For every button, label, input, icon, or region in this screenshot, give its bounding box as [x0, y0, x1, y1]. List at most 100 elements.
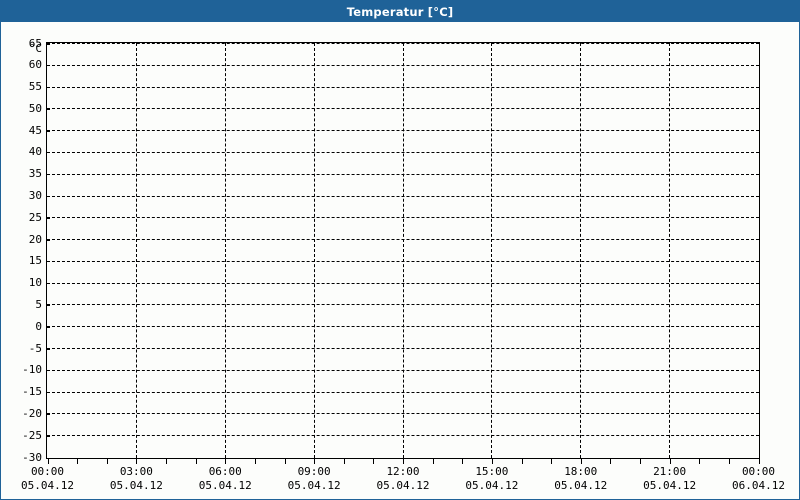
- x-axis-tick-time: 06:00: [208, 465, 242, 478]
- y-axis-tick: [46, 348, 50, 350]
- y-axis-tick: [46, 392, 50, 394]
- x-axis-tick-major: [758, 459, 760, 464]
- grid-line-vertical: [402, 43, 404, 458]
- x-axis-tick-date: 05.04.12: [109, 479, 163, 492]
- y-axis-tick: [46, 457, 50, 459]
- y-axis-tick-label: -25: [22, 428, 42, 442]
- x-axis-tick-minor: [699, 459, 701, 464]
- y-axis-tick-label: -10: [22, 363, 42, 377]
- x-axis-tick-date: 05.04.12: [198, 479, 252, 492]
- x-axis-tick-date: 06.04.12: [732, 479, 785, 492]
- y-axis-tick: [46, 217, 50, 219]
- y-axis-tick: [46, 152, 50, 154]
- y-axis-tick-label: 25: [28, 210, 42, 224]
- x-axis-tick-label: 03:00 05.04.12: [76, 465, 196, 493]
- y-axis-tick-label: 5: [35, 297, 42, 311]
- x-axis-tick-minor: [373, 459, 375, 464]
- x-axis-tick-date: 05.04.12: [21, 479, 74, 492]
- x-axis-tick-minor: [462, 459, 464, 464]
- x-axis-tick-date: 05.04.12: [376, 479, 430, 492]
- y-axis-tick: [46, 326, 50, 328]
- y-axis-tick-label: 60: [28, 58, 42, 72]
- x-axis-tick-label: 18:00 05.04.12: [521, 465, 641, 493]
- x-axis-tick-major: [314, 459, 316, 464]
- x-axis-tick-label: 00:00 06.04.12: [699, 465, 800, 493]
- y-axis-tick: [46, 174, 50, 176]
- x-axis-tick-time: 09:00: [297, 465, 331, 478]
- window-title-bar: Temperatur [°C]: [1, 1, 799, 22]
- y-axis-tick-label: -20: [22, 406, 42, 420]
- y-axis-tick-label: 45: [28, 123, 42, 137]
- grid-line-vertical: [224, 43, 226, 458]
- y-axis-tick-label: 10: [28, 276, 42, 290]
- grid-container: [47, 43, 759, 458]
- grid-line-vertical: [135, 43, 137, 458]
- y-axis-tick-label: -15: [22, 385, 42, 399]
- grid-line-vertical: [491, 43, 493, 458]
- x-axis-tick-time: 15:00: [475, 465, 509, 478]
- x-axis-tick-label: 15:00 05.04.12: [432, 465, 552, 493]
- x-axis-tick-major: [669, 459, 671, 464]
- grid-line-vertical: [580, 43, 582, 458]
- plot-area: [46, 42, 760, 459]
- x-axis-tick-label: 12:00 05.04.12: [343, 465, 463, 493]
- x-axis-tick-minor: [284, 459, 286, 464]
- x-axis-tick-time: 00:00: [741, 465, 776, 478]
- y-axis-tick: [46, 413, 50, 415]
- x-axis-tick-time: 00:00: [30, 465, 65, 478]
- y-axis-tick: [46, 370, 50, 372]
- page-title: Temperatur [°C]: [346, 4, 454, 19]
- y-axis-tick: [46, 283, 50, 285]
- x-axis: 00:00 05.04.12 03:00 05.04.12 06:00 05.04.12 0…: [1, 459, 800, 499]
- x-axis-tick-major: [491, 459, 493, 464]
- x-axis-tick-minor: [640, 459, 641, 464]
- x-axis-tick-minor: [166, 459, 167, 464]
- x-axis-tick-major: [47, 459, 49, 464]
- y-axis-tick: [46, 108, 50, 110]
- y-axis-tick-label: -5: [28, 341, 42, 355]
- y-axis-tick-label: 35: [28, 167, 42, 181]
- y-axis-tick-label: 55: [28, 80, 42, 94]
- y-axis-tick-label: 50: [28, 101, 42, 115]
- x-axis-tick-time: 18:00: [564, 465, 598, 478]
- x-axis-tick-minor: [343, 459, 345, 464]
- y-axis: °C 65 60 55 50 45 40 35 30 25 20 15 10 5 0 -5 -10 -15 -20-…: [1, 36, 42, 464]
- y-axis-tick-label: 65: [28, 36, 42, 50]
- y-axis-tick: [46, 87, 50, 89]
- y-axis-tick-label: -30: [22, 450, 42, 464]
- y-axis-tick-label: 30: [28, 189, 42, 203]
- x-axis-tick-label: 06:00 05.04.12: [165, 465, 285, 493]
- x-axis-tick-minor: [521, 459, 523, 464]
- y-axis-tick: [46, 43, 50, 45]
- x-axis-tick-minor: [610, 459, 612, 464]
- x-axis-tick-label: 21:00 05.04.12: [610, 465, 730, 493]
- y-axis-tick: [46, 196, 50, 198]
- y-axis-unit-label: °C: [28, 42, 42, 55]
- x-axis-tick-minor: [195, 459, 197, 464]
- y-axis-tick: [46, 65, 50, 67]
- y-axis-tick-label: 15: [28, 254, 42, 268]
- y-axis-tick: [46, 435, 50, 437]
- x-axis-tick-label: 00:00 05.04.12: [1, 465, 108, 493]
- x-axis-tick-major: [580, 459, 582, 464]
- y-axis-tick: [46, 261, 50, 263]
- x-axis-tick-minor: [432, 459, 434, 464]
- y-axis-tick: [46, 130, 50, 132]
- x-axis-tick-minor: [77, 459, 79, 464]
- x-axis-tick-date: 05.04.12: [643, 479, 697, 492]
- x-axis-tick-major: [403, 459, 404, 464]
- x-axis-tick-date: 05.04.12: [465, 479, 519, 492]
- y-axis-tick: [46, 304, 50, 306]
- x-axis-tick-label: 09:00 05.04.12: [254, 465, 374, 493]
- x-axis-tick-minor: [728, 459, 730, 464]
- x-axis-tick-time: 21:00: [653, 465, 687, 478]
- grid-line-vertical: [313, 43, 315, 458]
- x-axis-tick-time: 03:00: [119, 465, 153, 478]
- y-axis-tick-label: 0: [35, 319, 42, 333]
- x-axis-tick-date: 05.04.12: [554, 479, 608, 492]
- grid-line-vertical: [669, 43, 671, 458]
- y-axis-tick-label: 40: [28, 145, 42, 159]
- x-axis-tick-time: 12:00: [386, 465, 420, 478]
- x-axis-tick-major: [136, 459, 138, 464]
